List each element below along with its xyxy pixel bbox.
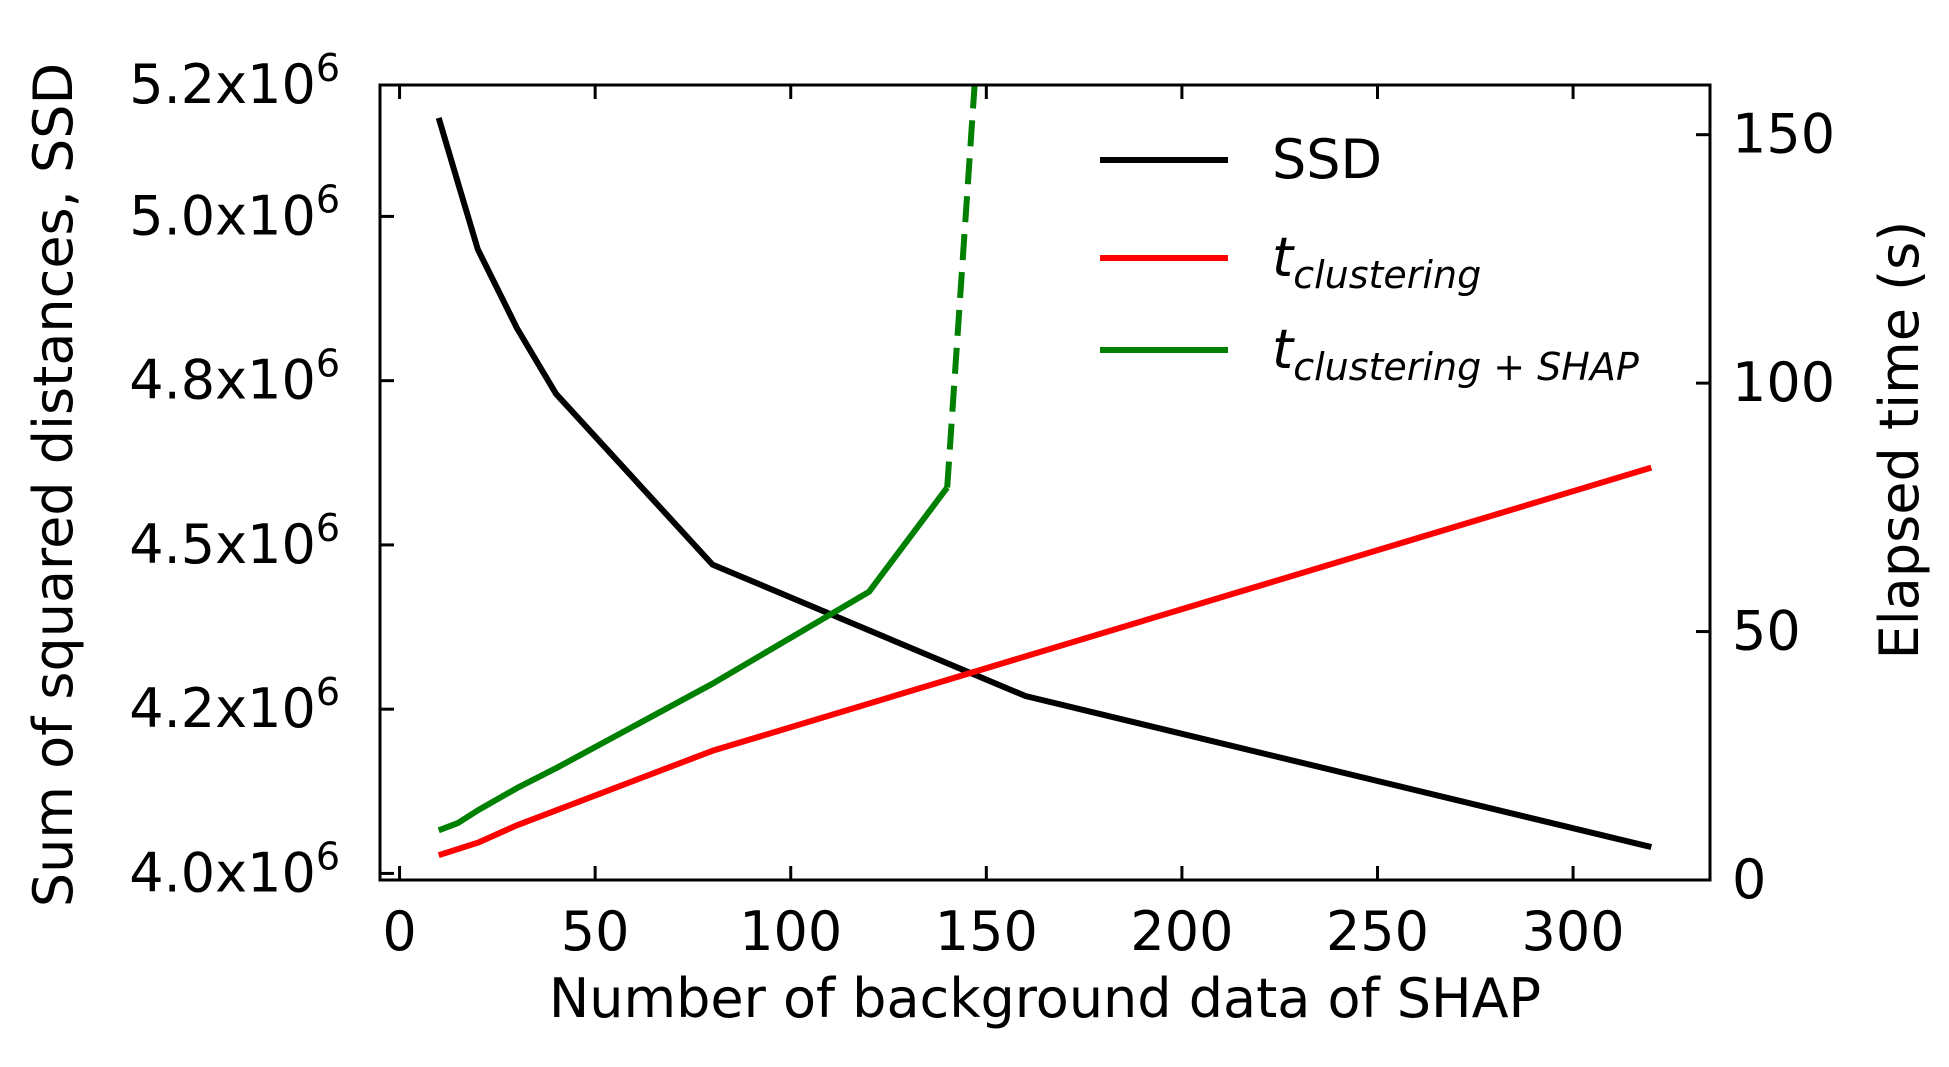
x-tick-label: 300 <box>1522 900 1625 963</box>
y-right-tick-label: 50 <box>1732 600 1801 663</box>
y-right-tick-label: 100 <box>1732 351 1835 414</box>
y-left-tick-label: 5.2x106 <box>129 46 340 116</box>
y-left-tick-label: 4.2x106 <box>129 670 340 740</box>
x-tick-label: 100 <box>739 900 842 963</box>
y-right-axis-label: Elapsed time (s) <box>1868 221 1931 660</box>
y-left-axis-label: Sum of squared distances, SSD <box>22 63 85 907</box>
x-tick-label: 200 <box>1130 900 1233 963</box>
y-left-tick-label: 4.5x106 <box>129 506 340 576</box>
x-tick-label: 250 <box>1326 900 1429 963</box>
y-left-tick-label: 5.0x106 <box>129 177 340 247</box>
y-left-tick-label: 4.8x106 <box>129 342 340 412</box>
y-right-tick-label: 150 <box>1732 103 1835 166</box>
x-axis-label: Number of background data of SHAP <box>549 967 1541 1030</box>
y-left-tick-label: 4.0x106 <box>129 834 340 904</box>
x-tick-label: 50 <box>561 900 630 963</box>
x-tick-label: 0 <box>382 900 416 963</box>
legend-label: SSD <box>1272 128 1382 191</box>
x-tick-label: 150 <box>935 900 1038 963</box>
y-right-tick-label: 0 <box>1732 848 1766 911</box>
